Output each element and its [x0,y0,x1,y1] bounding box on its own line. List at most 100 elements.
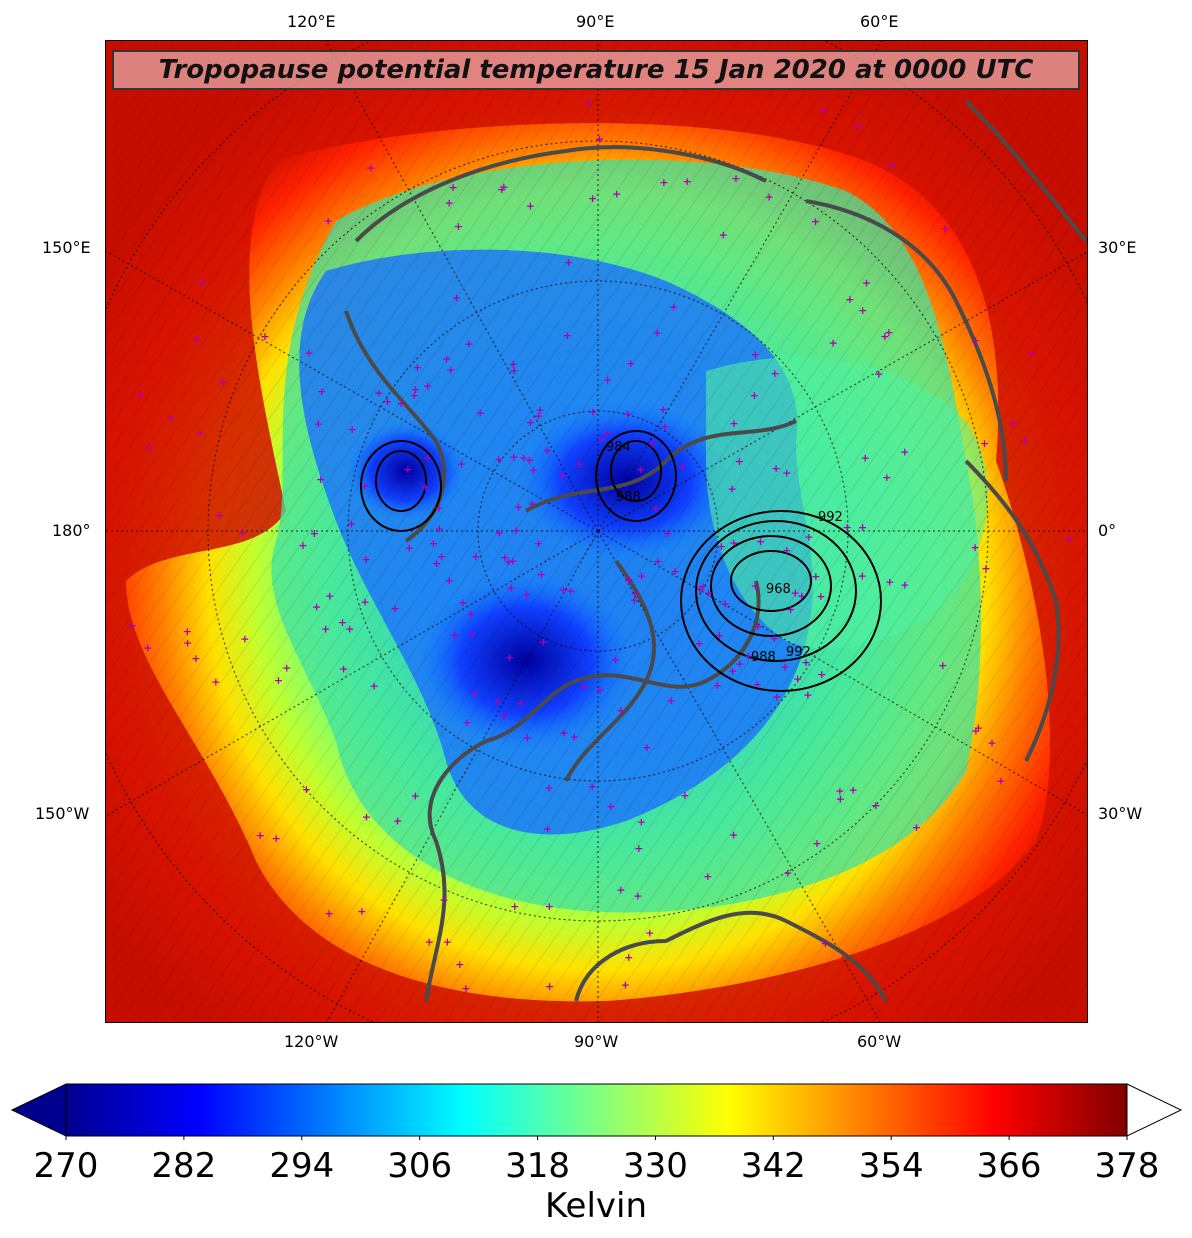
station-marker: + [468,628,477,641]
station-marker: + [835,785,844,798]
station-marker: + [771,462,780,475]
station-marker: + [471,550,480,563]
pressure-label: 984 [606,440,631,455]
station-marker: + [811,215,820,228]
station-marker: + [621,979,630,992]
station-marker: + [845,293,854,306]
station-marker: + [366,162,375,175]
station-marker: + [884,326,893,339]
station-marker: + [466,608,475,621]
station-marker: + [786,603,795,616]
station-marker: + [647,437,656,450]
station-marker: + [731,172,740,185]
station-marker: + [595,132,604,145]
station-marker: + [987,736,996,749]
station-marker: + [508,555,517,568]
colorbar-tick-label: 342 [740,1146,806,1186]
station-marker: + [862,277,871,290]
station-marker: + [653,327,662,340]
station-marker: + [735,455,744,468]
lon-label-bottom: 60°W [857,1032,902,1051]
station-marker: + [603,426,612,439]
station-marker: + [630,587,639,600]
station-marker: + [543,444,552,457]
colorbar [10,1083,1183,1140]
station-marker: + [634,842,643,855]
station-marker: + [660,420,669,433]
station-marker: + [1064,532,1073,545]
station-marker: + [282,662,291,675]
station-marker: + [470,687,479,700]
station-marker: + [321,623,330,636]
station-marker: + [584,96,593,109]
station-marker: + [811,570,820,583]
station-markers: + + + + + + + + + + + + + + + + + + + + + + + + + + + + + + + + + + + + + + + +… [128,96,1074,995]
lon-label-top: 90°E [576,12,615,31]
pressure-label: 988 [751,650,776,665]
station-marker: + [821,937,830,950]
station-marker: + [575,458,584,471]
station-marker: + [559,584,568,597]
station-marker: + [853,120,862,133]
pressure-labels: 984 988 992 968 988 992 [606,440,843,665]
station-marker: + [421,480,430,493]
station-marker: + [558,469,567,482]
station-marker: + [900,579,909,592]
graticule [106,41,1087,1022]
station-marker: + [314,418,323,431]
station-marker: + [505,651,514,664]
station-marker: + [858,570,867,583]
station-marker: + [390,602,399,615]
station-marker: + [729,829,738,842]
lon-label-top: 120°E [287,12,336,31]
station-marker: + [500,709,509,722]
station-marker: + [848,783,857,796]
colorbar-tick-label: 270 [33,1146,99,1186]
station-marker: + [519,452,528,465]
station-marker: + [611,654,620,667]
pressure-contours [360,430,882,692]
pressure-label: 992 [818,510,843,525]
station-marker: + [1020,435,1029,448]
station-marker: + [751,348,760,361]
station-marker: + [361,553,370,566]
station-marker: + [457,457,466,470]
station-marker: + [603,374,612,387]
station-marker: + [374,387,383,400]
station-marker: + [566,584,575,597]
station-marker: + [522,588,531,601]
lon-label-left: 180° [52,521,91,540]
colorbar-ticks [65,1136,1128,1140]
station-marker: + [633,890,642,903]
station-marker: + [429,537,438,550]
station-marker: + [499,181,508,194]
station-marker: + [828,337,837,350]
station-marker: + [616,884,625,897]
station-marker: + [539,636,548,649]
station-marker: + [772,691,781,704]
station-marker: + [729,537,738,550]
lon-label-right: 30°E [1098,238,1137,257]
station-marker: + [588,192,597,205]
station-marker: + [753,678,762,691]
station-marker: + [780,660,789,673]
station-marker: + [713,679,722,692]
station-marker: + [144,441,153,454]
station-marker: + [143,641,152,654]
station-marker: + [458,596,467,609]
station-marker: + [494,453,503,466]
station-marker: + [791,586,800,599]
station-marker: + [744,650,753,663]
station-marker: + [703,870,712,883]
station-marker: + [347,518,356,531]
station-marker: + [801,656,810,669]
station-marker: + [215,509,224,522]
station-marker: + [338,616,347,629]
station-marker: + [545,980,554,993]
station-marker: + [858,521,867,534]
station-marker: + [260,330,269,343]
station-marker: + [694,637,703,650]
station-marker: + [128,619,137,632]
station-marker: + [497,183,506,196]
station-marker: + [452,292,461,305]
